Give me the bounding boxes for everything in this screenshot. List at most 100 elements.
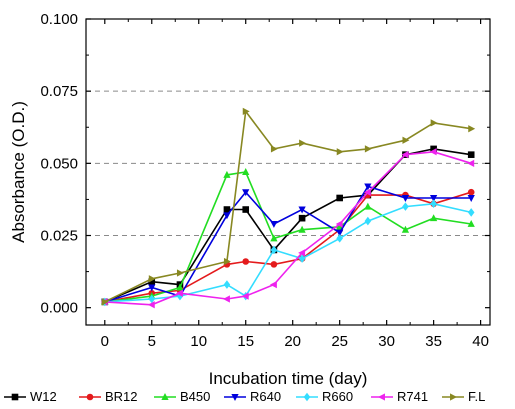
data-point-r660 <box>270 245 278 255</box>
data-point-r660 <box>402 202 409 211</box>
data-point-w12 <box>298 214 306 222</box>
y-tick-label-2: 0.050 <box>40 155 78 172</box>
data-point-r660 <box>467 208 475 217</box>
y-tick-label-3: 0.075 <box>40 83 78 100</box>
series-f-l <box>101 107 476 306</box>
legend-label-b450: B450 <box>180 389 210 404</box>
data-point-r660 <box>176 291 184 301</box>
axis-ticks: 0.000 0.025 0.050 0.075 0.100 0 5 10 15 20 25 30 35 4… <box>40 11 490 350</box>
data-point-w12 <box>467 151 475 158</box>
data-point-f-l <box>242 107 250 116</box>
legend-item-f-l: F.L <box>442 389 485 404</box>
series-line-r660 <box>104 202 472 303</box>
plot-frame <box>85 18 491 326</box>
data-point-b450 <box>298 225 306 233</box>
data-point-w12 <box>148 278 156 285</box>
data-point-r660 <box>148 294 156 304</box>
series-line-r640 <box>104 185 472 303</box>
y-tick-label-1: 0.025 <box>40 228 78 245</box>
legend-label-br12: BR12 <box>105 389 138 404</box>
x-tick-label-8: 40 <box>472 333 489 350</box>
legend-marker-f-l <box>450 393 457 401</box>
legend-marker-r640 <box>231 394 239 401</box>
data-point-b450 <box>401 225 410 233</box>
data-point-r640 <box>223 212 231 220</box>
data-point-r640 <box>336 229 344 237</box>
x-tick-label-7: 35 <box>425 333 442 350</box>
legend-marker-br12 <box>86 393 94 401</box>
data-point-r741 <box>269 280 277 289</box>
data-point-w12 <box>336 194 343 202</box>
series-line-br12 <box>104 191 472 303</box>
data-point-br12 <box>242 258 250 265</box>
data-point-r741 <box>241 292 249 300</box>
data-point-br12 <box>467 188 475 196</box>
legend-item-w12: W12 <box>4 389 57 404</box>
legend: W12 BR12 B450 R640 R660 R741 F.L <box>4 389 485 404</box>
x-tick-label-0: 0 <box>101 333 109 350</box>
data-point-r741 <box>467 159 475 167</box>
series-r640 <box>101 183 475 306</box>
y-tick-label-0: 0.000 <box>40 300 78 317</box>
data-point-b450 <box>270 234 278 242</box>
x-tick-label-1: 5 <box>148 333 156 350</box>
legend-marker-r741 <box>378 393 385 401</box>
data-point-w12 <box>242 206 250 213</box>
series-layer <box>100 107 476 309</box>
x-axis-title: Incubation time (day) <box>209 369 368 388</box>
data-point-r640 <box>242 189 250 197</box>
x-tick-label-6: 30 <box>378 333 395 350</box>
data-point-w12 <box>223 206 231 213</box>
legend-item-br12: BR12 <box>79 389 138 404</box>
series-w12 <box>101 145 475 306</box>
data-point-f-l <box>402 136 410 144</box>
data-point-b450 <box>429 214 438 222</box>
data-point-b450 <box>176 283 184 291</box>
data-point-b450 <box>242 168 250 175</box>
data-point-r660 <box>364 216 372 226</box>
series-line-b450 <box>104 171 472 303</box>
data-point-b450 <box>223 170 231 178</box>
data-point-f-l <box>430 119 438 127</box>
x-tick-label-2: 10 <box>190 333 207 350</box>
data-point-b450 <box>364 202 372 210</box>
legend-label-f-l: F.L <box>468 389 485 404</box>
y-axis-title: Absorbance (O.D.) <box>9 101 28 243</box>
series-b450 <box>101 168 475 305</box>
data-point-b450 <box>336 222 344 230</box>
y-tick-label-4: 0.100 <box>40 11 78 28</box>
data-point-r741 <box>298 249 306 257</box>
data-point-r640 <box>429 195 438 202</box>
legend-item-r660: R660 <box>296 389 353 404</box>
data-point-w12 <box>430 145 437 153</box>
data-point-f-l <box>468 125 476 133</box>
legend-label-r660: R660 <box>322 389 353 404</box>
data-point-r741 <box>335 220 343 228</box>
data-point-r640 <box>467 195 475 202</box>
data-point-r660 <box>336 234 343 243</box>
x-tick-label-5: 25 <box>331 333 348 350</box>
data-point-f-l <box>223 257 231 266</box>
data-point-r741 <box>363 188 371 196</box>
legend-label-r741: R741 <box>397 389 428 404</box>
legend-label-r640: R640 <box>250 389 281 404</box>
series-br12 <box>101 188 475 306</box>
legend-item-r741: R741 <box>371 389 428 404</box>
data-point-r741 <box>175 289 183 297</box>
data-point-r741 <box>401 151 409 159</box>
data-point-br12 <box>270 261 278 268</box>
legend-item-b450: B450 <box>154 389 210 404</box>
data-point-f-l <box>176 269 184 277</box>
legend-marker-b450 <box>161 393 169 400</box>
data-point-r741 <box>429 148 437 156</box>
x-tick-label-3: 15 <box>237 333 254 350</box>
series-r741 <box>100 148 475 309</box>
data-point-r640 <box>270 220 278 228</box>
series-line-r741 <box>104 150 472 306</box>
legend-label-w12: W12 <box>30 389 57 404</box>
data-point-r660 <box>223 280 231 289</box>
legend-item-r640: R640 <box>224 389 281 404</box>
x-tick-label-4: 20 <box>284 333 301 350</box>
series-line-f-l <box>104 109 472 303</box>
